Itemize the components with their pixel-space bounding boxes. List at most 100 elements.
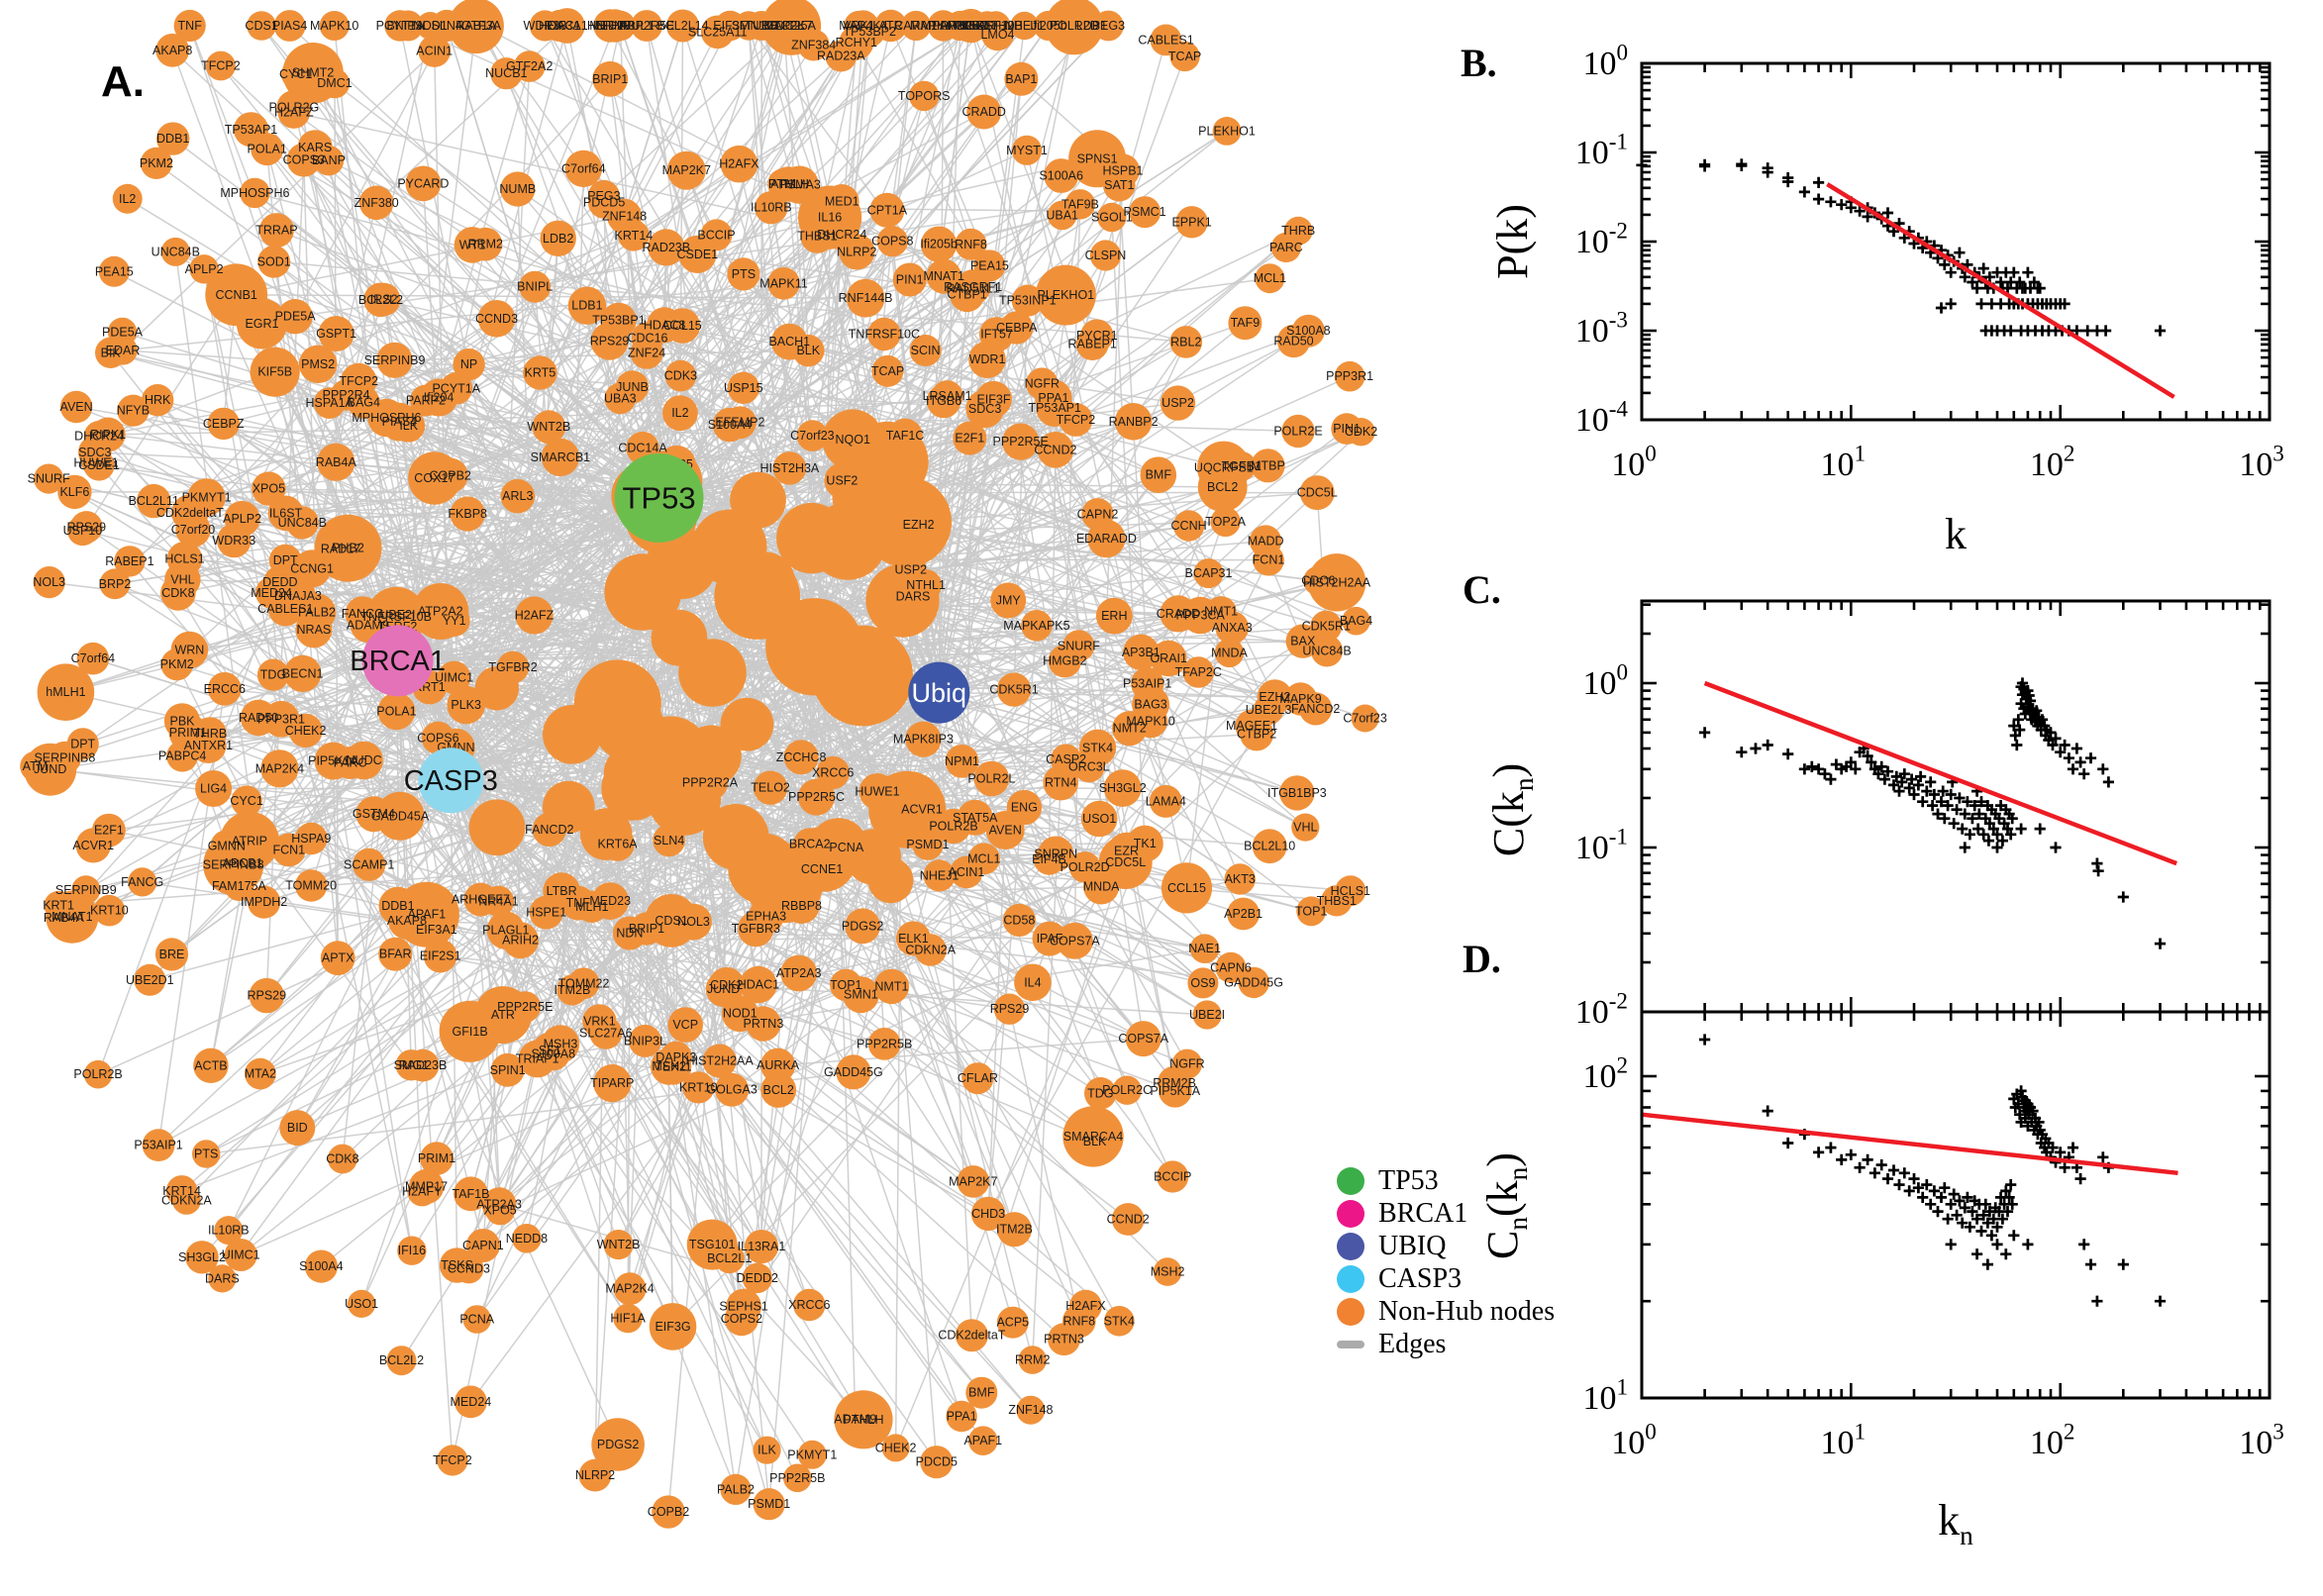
- svg-text:APAF1: APAF1: [963, 1434, 1002, 1447]
- svg-text:POLR2D: POLR2D: [1060, 860, 1110, 874]
- svg-text:SCAMP1: SCAMP1: [344, 857, 394, 871]
- svg-text:BNIP3L: BNIP3L: [624, 1034, 666, 1047]
- svg-text:ATM: ATM: [770, 177, 795, 191]
- svg-text:GADD45G: GADD45G: [1224, 975, 1283, 989]
- svg-text:TP53AP1: TP53AP1: [225, 123, 278, 137]
- svg-text:ACVR1: ACVR1: [72, 839, 114, 852]
- svg-text:POLA1: POLA1: [376, 704, 416, 718]
- svg-text:ARHGEF7: ARHGEF7: [940, 19, 998, 33]
- svg-text:BACH1: BACH1: [768, 335, 810, 349]
- svg-text:THRB: THRB: [193, 727, 227, 741]
- svg-text:SLN4: SLN4: [654, 834, 684, 848]
- svg-text:GTF3A: GTF3A: [461, 19, 502, 33]
- svg-text:HNRNPUL1: HNRNPUL1: [587, 19, 654, 33]
- svg-text:BRIP1: BRIP1: [629, 922, 664, 936]
- svg-text:HCLS1: HCLS1: [164, 552, 204, 566]
- svg-text:GMNN: GMNN: [208, 840, 246, 853]
- svg-text:CAPN6: CAPN6: [1210, 960, 1252, 974]
- svg-text:ANTXR1: ANTXR1: [184, 739, 233, 752]
- svg-text:KRT5: KRT5: [525, 366, 556, 380]
- svg-text:AVEN: AVEN: [989, 824, 1022, 838]
- svg-text:SLN4: SLN4: [432, 19, 462, 33]
- svg-text:MCL1: MCL1: [967, 851, 1000, 865]
- svg-text:UQCRFS1: UQCRFS1: [1194, 460, 1254, 474]
- svg-text:HUWE1: HUWE1: [73, 456, 118, 470]
- data-points: [1699, 1034, 2167, 1307]
- svg-text:SLC25A11: SLC25A11: [688, 25, 748, 39]
- svg-text:ARIH2: ARIH2: [977, 19, 1014, 33]
- svg-text:ACTB: ACTB: [194, 1058, 227, 1072]
- svg-text:DEDD2: DEDD2: [737, 1271, 778, 1285]
- svg-text:MAP2K7: MAP2K7: [662, 163, 711, 177]
- svg-text:RPS29: RPS29: [66, 520, 106, 534]
- svg-text:BRP2: BRP2: [99, 577, 132, 591]
- svg-text:MAP2K4: MAP2K4: [255, 761, 304, 775]
- svg-text:TNF: TNF: [178, 19, 203, 33]
- svg-text:BID: BID: [287, 1121, 308, 1135]
- svg-text:POLR2G: POLR2G: [269, 101, 320, 115]
- svg-text:TP53BP2: TP53BP2: [843, 25, 896, 39]
- svg-text:PIP5K1A: PIP5K1A: [1150, 1084, 1200, 1098]
- svg-text:TNFRSF10C: TNFRSF10C: [849, 328, 920, 342]
- svg-text:GOLGA3: GOLGA3: [706, 1083, 757, 1097]
- svg-text:ATP2A3: ATP2A3: [776, 966, 822, 980]
- chart-clustering-coefficient: 100 10-1 10-2 C(kn): [1484, 599, 2272, 1031]
- svg-text:JMY: JMY: [996, 594, 1022, 608]
- svg-text:IL10RB: IL10RB: [751, 201, 792, 215]
- svg-text:PIN1: PIN1: [1333, 422, 1361, 436]
- svg-text:JUND: JUND: [707, 982, 740, 996]
- svg-text:BANP: BANP: [312, 153, 346, 167]
- svg-text:EFEMP2: EFEMP2: [715, 416, 764, 430]
- svg-text:PSMD1: PSMD1: [748, 1497, 790, 1511]
- svg-text:CCNH: CCNH: [1171, 519, 1207, 533]
- svg-text:PIP5K1A: PIP5K1A: [308, 754, 358, 768]
- svg-text:SF1: SF1: [539, 1044, 561, 1057]
- svg-text:GADD45A: GADD45A: [371, 809, 430, 823]
- fit-line: [1703, 680, 2178, 866]
- svg-text:NGFR: NGFR: [1169, 1057, 1204, 1071]
- svg-text:WDR33: WDR33: [212, 534, 255, 548]
- svg-text:XRCC6: XRCC6: [788, 1298, 830, 1312]
- svg-text:ARL3: ARL3: [502, 489, 533, 503]
- hub-node-brca1: BRCA1: [350, 625, 446, 697]
- svg-text:GSTM4: GSTM4: [353, 807, 395, 821]
- svg-text:YY1: YY1: [443, 614, 466, 628]
- svg-text:UNC84B: UNC84B: [278, 516, 327, 530]
- svg-text:PDE5A: PDE5A: [275, 310, 317, 324]
- svg-text:IMPDH2: IMPDH2: [241, 895, 287, 909]
- svg-text:SERPINB8: SERPINB8: [203, 858, 264, 872]
- svg-text:RCHY1: RCHY1: [836, 36, 877, 50]
- svg-text:COPB2: COPB2: [648, 1505, 689, 1519]
- svg-text:RAD23B: RAD23B: [642, 241, 690, 254]
- legend-item-tp53: TP53: [1337, 1164, 1555, 1197]
- svg-text:MTBP: MTBP: [1251, 458, 1285, 472]
- svg-text:RAB4A: RAB4A: [44, 911, 85, 925]
- svg-text:10-4: 10-4: [1575, 397, 1629, 439]
- svg-text:HMGB2: HMGB2: [1043, 654, 1087, 668]
- legend: TP53 BRCA1 UBIQ CASP3 Non-Hub nodes Edges: [1337, 1164, 1555, 1360]
- svg-text:ORAI1: ORAI1: [1150, 651, 1187, 665]
- svg-text:HCLS1: HCLS1: [1331, 884, 1370, 898]
- svg-text:BRCA2: BRCA2: [789, 838, 831, 851]
- svg-text:ATR: ATR: [879, 19, 903, 33]
- svg-text:SNURF: SNURF: [1058, 639, 1100, 652]
- svg-text:100: 100: [1582, 660, 1628, 702]
- svg-text:IL2: IL2: [119, 192, 136, 206]
- svg-text:CCND3: CCND3: [475, 312, 518, 326]
- svg-text:CDK2deltaT: CDK2deltaT: [938, 1329, 1005, 1343]
- svg-text:BLK: BLK: [1083, 1135, 1107, 1148]
- svg-text:10-2: 10-2: [1575, 219, 1628, 260]
- svg-text:ITM2B: ITM2B: [554, 983, 590, 997]
- svg-text:NOL3: NOL3: [677, 915, 710, 929]
- svg-text:ITGB6: ITGB6: [926, 394, 961, 408]
- svg-text:NDN: NDN: [616, 927, 643, 941]
- svg-text:TP53AP1: TP53AP1: [1028, 401, 1081, 415]
- svg-text:TOMM22: TOMM22: [558, 976, 610, 990]
- svg-text:MAGEE1: MAGEE1: [1226, 719, 1277, 733]
- svg-text:STAT5A: STAT5A: [953, 811, 998, 825]
- svg-text:KRT6A: KRT6A: [598, 838, 639, 851]
- svg-text:SGOL1: SGOL1: [1091, 211, 1133, 225]
- svg-text:PPP2R5C: PPP2R5C: [788, 790, 845, 804]
- svg-text:LTBR: LTBR: [547, 884, 577, 898]
